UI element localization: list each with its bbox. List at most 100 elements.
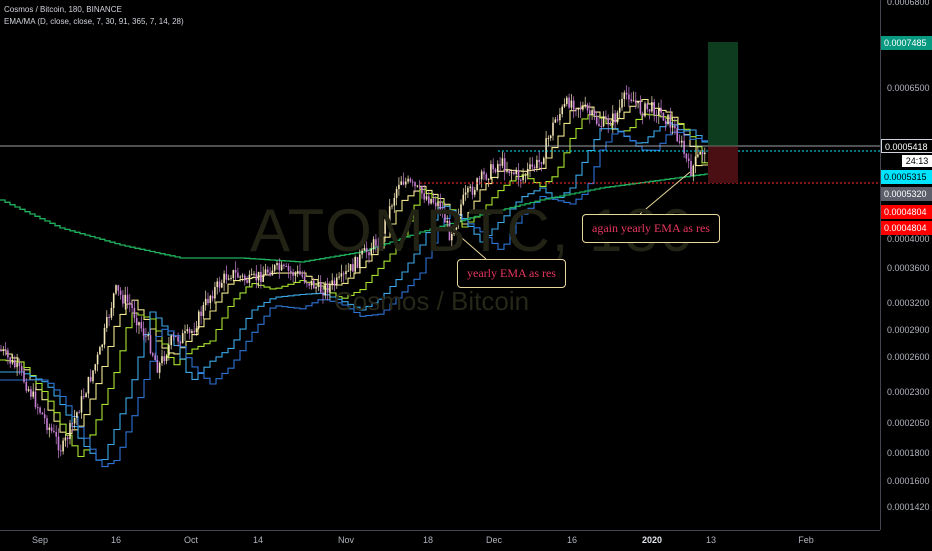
candle-body bbox=[99, 347, 101, 355]
candle-body bbox=[616, 112, 619, 123]
candle-body bbox=[538, 159, 540, 163]
price-tick: 0.0001600 bbox=[887, 476, 930, 486]
symbol-title[interactable]: Cosmos / Bitcoin, 180, BINANCE bbox=[4, 5, 122, 14]
entry-price-tag: 0.0005418 bbox=[881, 139, 932, 153]
candle-body bbox=[510, 172, 513, 174]
candle-body bbox=[78, 412, 80, 414]
candle-body bbox=[522, 175, 524, 181]
candle-body bbox=[372, 239, 375, 250]
candle-body bbox=[333, 280, 336, 286]
time-axis[interactable]: Sep 16 Oct 14 Nov 18 Dec 16 2020 13 Feb bbox=[0, 530, 880, 551]
candle-body bbox=[635, 100, 637, 104]
candle-body bbox=[179, 341, 182, 344]
candle-body bbox=[363, 247, 366, 251]
candle-body bbox=[646, 103, 649, 110]
callout-yearly-ema[interactable]: yearly EMA as res bbox=[457, 259, 566, 288]
candle-body bbox=[80, 396, 83, 413]
candle-body bbox=[271, 270, 274, 276]
candle-body bbox=[563, 103, 566, 107]
target-zone bbox=[708, 42, 738, 146]
indicator-title[interactable]: EMA/MA (D, close, close, 7, 30, 91, 365,… bbox=[4, 17, 184, 26]
candle-body bbox=[402, 181, 405, 185]
candle-body bbox=[690, 161, 692, 176]
candle-body bbox=[391, 205, 393, 207]
candle-body bbox=[299, 271, 301, 275]
candle-body bbox=[184, 331, 186, 334]
candle-body bbox=[347, 270, 350, 272]
candle-body bbox=[156, 360, 159, 373]
candle-body bbox=[39, 407, 41, 413]
chart-area[interactable]: ATOMBTC, 180 Cosmos / Bitcoin Cosmos / B… bbox=[0, 0, 880, 530]
target-price-tag: 0.0007485 bbox=[881, 36, 932, 50]
candle-body bbox=[572, 100, 575, 110]
candle-body bbox=[352, 264, 354, 272]
candle-body bbox=[303, 276, 306, 283]
candle-body bbox=[278, 263, 281, 271]
candle-body bbox=[370, 249, 373, 256]
candle-body bbox=[499, 164, 501, 166]
candle-body bbox=[356, 257, 359, 268]
candle-body bbox=[395, 189, 398, 198]
candle-body bbox=[34, 391, 37, 408]
candle-body bbox=[253, 273, 255, 275]
candle-body bbox=[386, 219, 389, 223]
candle-body bbox=[262, 274, 264, 282]
candle-body bbox=[326, 284, 329, 293]
candle-body bbox=[96, 354, 99, 365]
price-tick: 0.0001800 bbox=[887, 448, 930, 458]
candle-body bbox=[687, 158, 690, 162]
candle-body bbox=[671, 125, 674, 128]
candle-body bbox=[248, 274, 251, 283]
candle-body bbox=[685, 153, 688, 159]
candle-body bbox=[536, 159, 538, 169]
candle-body bbox=[418, 185, 421, 187]
watermark-name: Cosmos / Bitcoin bbox=[334, 286, 530, 316]
time-tick: 2020 bbox=[641, 535, 663, 545]
candle-body bbox=[106, 317, 108, 328]
candle-body bbox=[377, 245, 379, 247]
candle-body bbox=[639, 101, 642, 114]
candle-body bbox=[292, 272, 294, 276]
candle-body bbox=[483, 171, 485, 175]
candle-body bbox=[46, 418, 48, 430]
price-axis[interactable]: 0.0006800 0.0006500 0.0004000 0.0003600 0.0… bbox=[880, 0, 932, 530]
candle-body bbox=[641, 113, 644, 117]
candle-body bbox=[287, 266, 290, 271]
candle-body bbox=[135, 317, 138, 326]
candle-body bbox=[101, 344, 103, 348]
candle-body bbox=[122, 294, 124, 304]
candle-body bbox=[27, 389, 30, 391]
candle-body bbox=[586, 104, 589, 111]
candle-body bbox=[152, 353, 154, 356]
candle-body bbox=[195, 328, 198, 333]
candle-body bbox=[129, 302, 131, 305]
candle-body bbox=[545, 138, 547, 159]
candle-body bbox=[704, 152, 706, 155]
candle-body bbox=[181, 333, 184, 344]
candle-body bbox=[520, 179, 522, 181]
price-chart[interactable] bbox=[0, 0, 880, 530]
candle-body bbox=[529, 164, 531, 169]
candle-body bbox=[131, 304, 133, 309]
candle-body bbox=[317, 282, 320, 288]
candle-body bbox=[692, 165, 695, 176]
candle-body bbox=[600, 126, 603, 128]
candle-body bbox=[214, 287, 216, 299]
price-tick: 0.0003600 bbox=[887, 263, 930, 273]
candle-body bbox=[681, 140, 683, 143]
time-tick: Dec bbox=[485, 535, 503, 545]
candle-body bbox=[382, 231, 384, 234]
candle-body bbox=[365, 247, 368, 253]
price-tick: 0.0002300 bbox=[887, 387, 930, 397]
candle-body bbox=[103, 327, 106, 345]
candle-body bbox=[250, 273, 253, 275]
callout-pointer-1 bbox=[454, 231, 487, 260]
candle-body bbox=[85, 393, 87, 398]
candle-body bbox=[237, 272, 239, 278]
candle-body bbox=[623, 92, 626, 99]
stop-zone bbox=[708, 146, 738, 183]
time-tick: Feb bbox=[798, 535, 814, 545]
candle-body bbox=[193, 331, 195, 333]
candle-body bbox=[112, 293, 115, 308]
callout-again-yearly-ema[interactable]: again yearly EMA as res bbox=[582, 214, 720, 243]
